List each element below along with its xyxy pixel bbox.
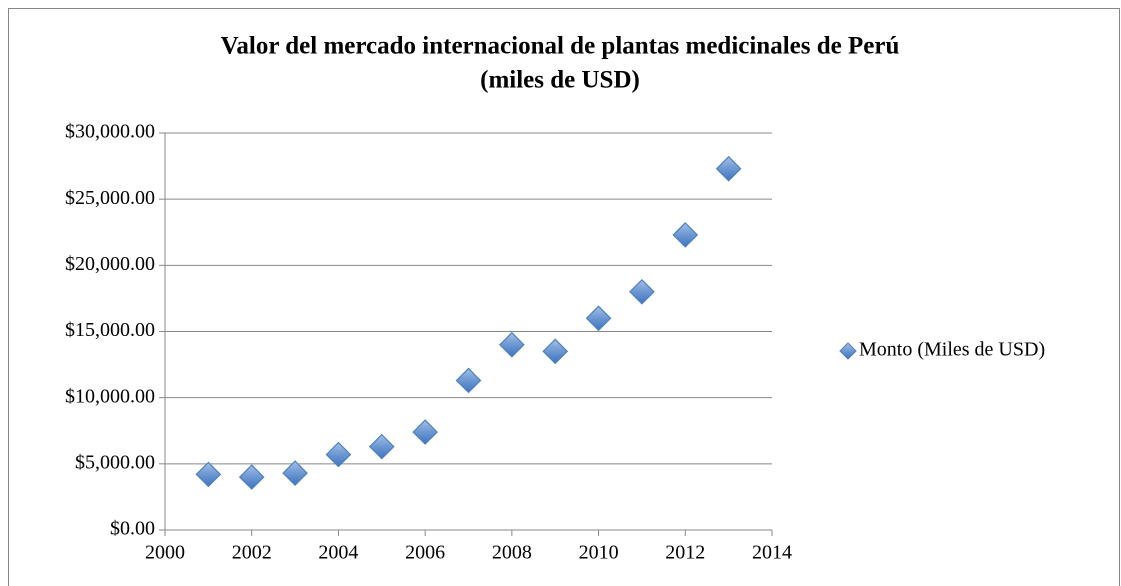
x-tick-label: 2006 bbox=[405, 542, 445, 564]
x-tick-label: 2014 bbox=[752, 542, 792, 564]
scatter-point bbox=[715, 155, 742, 182]
y-tick-label: $0.00 bbox=[110, 518, 155, 540]
x-tick-label: 2012 bbox=[665, 542, 705, 564]
y-tick-label: $5,000.00 bbox=[75, 451, 155, 473]
y-tick-label: $20,000.00 bbox=[65, 253, 155, 275]
scatter-point bbox=[412, 419, 438, 445]
scatter-point bbox=[585, 305, 612, 332]
scatter-point bbox=[195, 461, 222, 488]
legend-label: Monto (Miles de USD) bbox=[859, 339, 1045, 361]
scatter-point bbox=[455, 367, 482, 394]
x-tick-label: 2002 bbox=[232, 542, 272, 564]
scatter-point bbox=[282, 460, 308, 486]
chart-title: Valor del mercado internacional de plant… bbox=[221, 33, 900, 60]
scatter-point bbox=[629, 278, 655, 305]
legend-marker bbox=[839, 342, 857, 360]
scatter-point bbox=[542, 338, 569, 365]
y-tick-label: $25,000.00 bbox=[65, 187, 155, 209]
scatter-point bbox=[325, 441, 352, 468]
x-tick-label: 2004 bbox=[318, 542, 358, 564]
x-tick-label: 2010 bbox=[579, 542, 619, 564]
chart-subtitle: (miles de USD) bbox=[480, 67, 640, 94]
chart-border bbox=[8, 8, 1120, 586]
scatter-point bbox=[238, 464, 265, 490]
scatter-point bbox=[672, 222, 699, 248]
x-tick-label: 2000 bbox=[145, 542, 185, 564]
y-tick-label: $15,000.00 bbox=[65, 319, 155, 341]
scatter-point bbox=[499, 331, 525, 358]
x-tick-label: 2008 bbox=[492, 542, 532, 564]
y-tick-label: $30,000.00 bbox=[65, 121, 155, 143]
y-tick-label: $10,000.00 bbox=[65, 385, 155, 407]
scatter-point bbox=[368, 433, 395, 460]
